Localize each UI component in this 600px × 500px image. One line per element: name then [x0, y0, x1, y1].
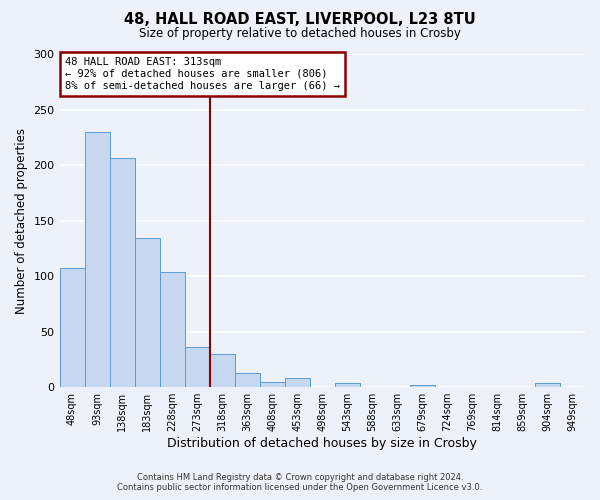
Bar	[535, 383, 560, 387]
Bar	[110, 158, 134, 387]
Bar	[209, 354, 235, 387]
Bar	[235, 373, 260, 387]
Y-axis label: Number of detached properties: Number of detached properties	[15, 128, 28, 314]
Bar	[410, 385, 435, 387]
Bar	[134, 238, 160, 387]
Text: Size of property relative to detached houses in Crosby: Size of property relative to detached ho…	[139, 28, 461, 40]
Bar	[335, 383, 360, 387]
Bar	[160, 272, 185, 387]
X-axis label: Distribution of detached houses by size in Crosby: Distribution of detached houses by size …	[167, 437, 477, 450]
Bar	[260, 382, 285, 387]
Text: 48, HALL ROAD EAST, LIVERPOOL, L23 8TU: 48, HALL ROAD EAST, LIVERPOOL, L23 8TU	[124, 12, 476, 28]
Bar	[185, 347, 209, 387]
Text: Contains HM Land Registry data © Crown copyright and database right 2024.
Contai: Contains HM Land Registry data © Crown c…	[118, 473, 482, 492]
Bar	[85, 132, 110, 387]
Text: 48 HALL ROAD EAST: 313sqm
← 92% of detached houses are smaller (806)
8% of semi-: 48 HALL ROAD EAST: 313sqm ← 92% of detac…	[65, 58, 340, 90]
Bar	[59, 268, 85, 387]
Bar	[285, 378, 310, 387]
